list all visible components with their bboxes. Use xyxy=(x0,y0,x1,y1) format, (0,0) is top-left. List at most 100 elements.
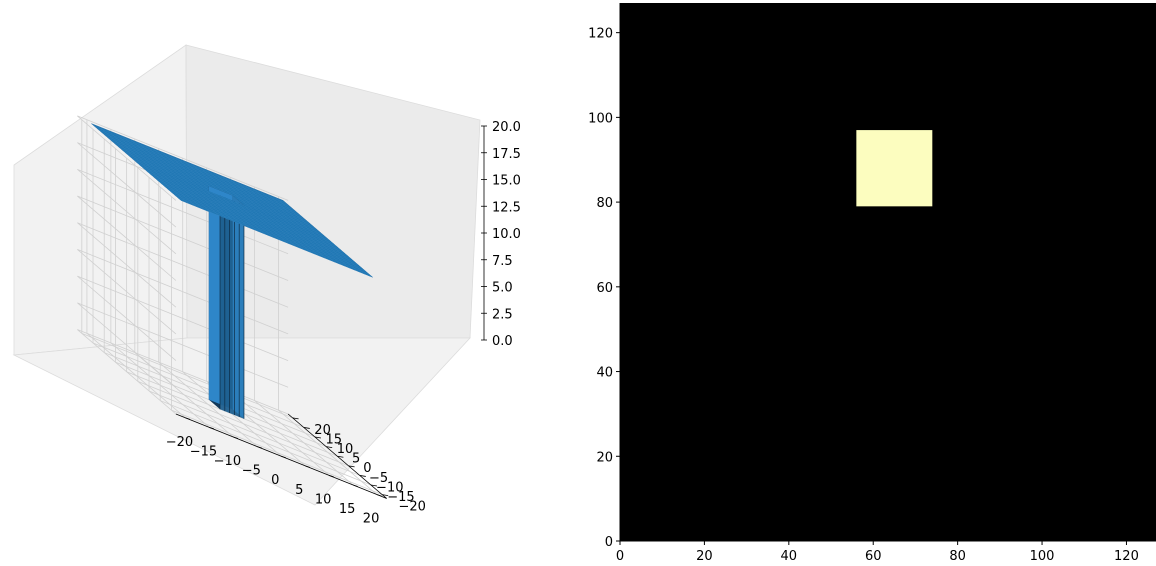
y-tick-label: 10 xyxy=(337,442,354,457)
x-tick-label: −20 xyxy=(166,435,193,450)
image-axes: 0 20 40 60 80 100 120 0 20 40 60 80 100 120 xyxy=(588,27,1139,564)
x-tick-label: −15 xyxy=(190,444,217,459)
z-tick-label: 17.5 xyxy=(492,147,521,162)
gridline xyxy=(77,115,289,201)
gridline xyxy=(81,332,293,419)
x-tick xyxy=(305,465,310,468)
y-tick-label: −20 xyxy=(398,500,425,515)
x-tick-label: 0 xyxy=(271,473,279,488)
mesh-line xyxy=(170,191,362,269)
y-tick xyxy=(370,484,378,487)
z-tick-label: 7.5 xyxy=(492,254,513,269)
image-background xyxy=(620,3,1156,541)
gridline xyxy=(148,390,360,476)
z-tick-label: 15.0 xyxy=(492,174,521,189)
y-tick xyxy=(314,436,322,439)
image-plot: 0 20 40 60 80 100 120 0 20 40 60 80 100 120 xyxy=(588,3,1156,564)
x-tick xyxy=(376,494,382,497)
y-tick-label: 60 xyxy=(596,281,613,296)
x-tick xyxy=(281,455,286,459)
y-tick-label: 0 xyxy=(363,461,371,476)
y-tick xyxy=(303,427,310,429)
mesh-line xyxy=(180,200,373,278)
y-tick-label: −5 xyxy=(369,471,388,486)
x-tick xyxy=(233,436,239,439)
x-tick-label: −10 xyxy=(214,454,241,469)
y-tick-label: −10 xyxy=(376,480,403,495)
back-pane-left xyxy=(13,44,188,356)
x-tick-label: 15 xyxy=(339,502,356,517)
gridline xyxy=(92,342,304,428)
x-tick xyxy=(329,475,334,478)
x-tick-label: 20 xyxy=(696,549,713,564)
mesh-line xyxy=(109,138,301,216)
x-tick-label: 20 xyxy=(363,512,380,527)
y-tick-label: 0 xyxy=(605,535,613,550)
x-tick-label: 100 xyxy=(1030,549,1055,564)
mesh-line xyxy=(112,141,305,219)
y-tick xyxy=(382,494,389,497)
y-tick xyxy=(326,446,333,449)
z-tick-label: 0.0 xyxy=(492,334,513,349)
mesh-line xyxy=(105,135,298,213)
well-wall-side xyxy=(232,195,244,419)
x-tick-label: 0 xyxy=(616,549,624,564)
x-tick xyxy=(185,417,191,420)
x-tick-label: 80 xyxy=(949,549,966,564)
z-tick-label: 2.5 xyxy=(492,307,513,322)
mesh-line xyxy=(120,148,312,226)
y-tick xyxy=(359,475,366,477)
mesh-line xyxy=(116,144,309,223)
z-tick-label: 5.0 xyxy=(492,281,513,296)
x-tick xyxy=(353,484,358,487)
highlight-region xyxy=(856,130,933,207)
floor-pane xyxy=(12,337,471,506)
surface-plateau-front xyxy=(136,162,373,278)
y-tick-label: 100 xyxy=(588,111,613,126)
y-tick xyxy=(337,455,344,458)
mesh-line xyxy=(166,187,359,266)
y-tick-label: 5 xyxy=(352,452,360,467)
mesh-line xyxy=(163,184,355,263)
y-tick-label: −15 xyxy=(387,490,414,505)
y-tick xyxy=(348,465,355,468)
gridline xyxy=(171,409,383,496)
gridline xyxy=(160,400,372,486)
mesh-line xyxy=(159,181,352,259)
mesh-line xyxy=(177,197,370,275)
z-tick-label: 20.0 xyxy=(492,120,521,135)
mesh-line xyxy=(173,194,366,272)
surface xyxy=(91,123,373,419)
mesh-line xyxy=(148,172,341,250)
mesh-line xyxy=(155,178,348,256)
x-tick xyxy=(209,427,215,430)
x-tick-label: 10 xyxy=(315,492,332,507)
mesh-line xyxy=(136,161,182,201)
y-tick xyxy=(292,417,299,420)
x-tick-label: 120 xyxy=(1114,549,1139,564)
y-tick-label: 80 xyxy=(596,196,613,211)
z-tick-label: 12.5 xyxy=(492,200,521,215)
x-tick-label: 40 xyxy=(781,549,798,564)
mesh-line xyxy=(123,151,316,229)
surface-plot-3d: −20−15−10−505101520−20−15−10−5051015200.… xyxy=(12,44,521,527)
mesh-line xyxy=(98,129,291,207)
y-tick-label: 20 xyxy=(314,423,331,438)
y-tick-label: 40 xyxy=(596,366,613,381)
mesh-line xyxy=(141,166,334,244)
x-tick-label: 60 xyxy=(865,549,882,564)
mesh-line xyxy=(137,163,330,241)
x-tick xyxy=(257,446,262,449)
x-tick-label: 5 xyxy=(295,483,303,498)
axes-3d: −20−15−10−505101520−20−15−10−5051015200.… xyxy=(166,120,521,527)
grid-lines-3d xyxy=(77,115,383,496)
mesh-line xyxy=(94,126,287,204)
mesh-line xyxy=(152,175,344,253)
y-tick-label: 20 xyxy=(596,450,613,465)
y-tick-label: 120 xyxy=(588,27,613,42)
mesh-line xyxy=(145,169,337,247)
x-tick-label: −5 xyxy=(242,464,261,479)
gridline xyxy=(137,380,349,467)
mesh-line xyxy=(102,132,294,210)
